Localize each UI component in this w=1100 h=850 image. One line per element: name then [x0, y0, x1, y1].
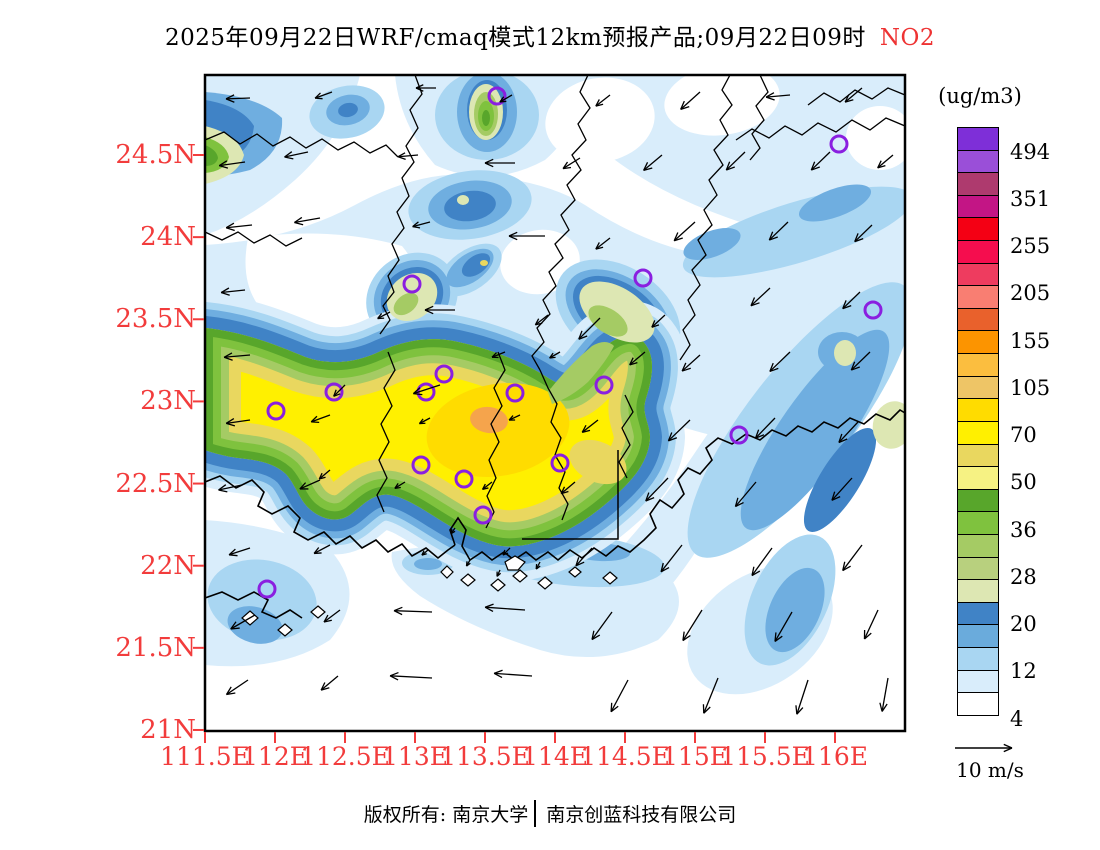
- map-frame-and-ticks: [193, 73, 1013, 753]
- footer-divider: [534, 800, 537, 827]
- title-text: 2025年09月22日WRF/cmaq模式12km预报产品;09月22日09时: [164, 25, 866, 51]
- legend-color-box: [957, 533, 999, 558]
- contour-field: [205, 75, 905, 731]
- legend-color-box: [957, 330, 999, 355]
- legend-color-box: [957, 466, 999, 490]
- lon-label-114E: 114E: [522, 742, 588, 771]
- legend-color-box: [957, 217, 999, 242]
- lon-label-112E: 112E: [242, 742, 308, 771]
- station-marker: [633, 268, 653, 288]
- lon-label-111.5E: 111.5E: [160, 742, 250, 771]
- lon-label-115.5E: 115.5E: [720, 742, 810, 771]
- legend-unit-label: (ug/m3): [938, 84, 1022, 108]
- station-marker: [402, 274, 422, 294]
- legend-tick-494: 494: [1010, 139, 1051, 164]
- station-marker: [473, 505, 493, 525]
- legend-tick-50: 50: [1010, 470, 1037, 495]
- lat-label-21.5N: 21.5N: [115, 632, 196, 663]
- lon-label-114.5E: 114.5E: [580, 742, 670, 771]
- station-marker: [324, 382, 344, 402]
- lon-label-113.5E: 113.5E: [440, 742, 530, 771]
- station-marker: [266, 401, 286, 421]
- legend-color-box: [957, 647, 999, 671]
- legend-tick-36: 36: [1010, 517, 1037, 542]
- legend-tick-28: 28: [1010, 564, 1037, 589]
- legend-tick-351: 351: [1010, 186, 1051, 211]
- legend-color-box: [957, 375, 999, 400]
- legend-color-box: [957, 511, 999, 535]
- footer-copyright: 版权所有: 南京大学 南京创蓝科技有限公司: [0, 800, 1100, 827]
- legend-color-box: [957, 307, 999, 332]
- legend-color-box: [957, 692, 999, 716]
- legend-color-box: [957, 443, 999, 468]
- footer-right: 南京创蓝科技有限公司: [546, 804, 737, 826]
- legend-tick-105: 105: [1010, 375, 1051, 400]
- legend-color-box: [957, 579, 999, 603]
- footer-left: 版权所有: 南京大学: [363, 804, 529, 826]
- title-pollutant: NO2: [879, 25, 936, 51]
- legend-color-box: [957, 556, 999, 581]
- lon-label-113E: 113E: [382, 742, 448, 771]
- legend-color-box: [957, 240, 999, 264]
- legend-color-box: [957, 398, 999, 422]
- wind-reference-label: 10 m/s: [956, 758, 1024, 782]
- lon-label-112.5E: 112.5E: [300, 742, 390, 771]
- lat-label-23.5N: 23.5N: [115, 304, 196, 335]
- station-marker: [505, 383, 525, 403]
- station-marker: [487, 86, 507, 106]
- lat-label-24.5N: 24.5N: [115, 140, 196, 170]
- legend-tick-4: 4: [1010, 706, 1024, 731]
- legend-color-box: [957, 624, 999, 649]
- station-marker: [729, 425, 749, 445]
- lat-label-23N: 23N: [140, 386, 196, 417]
- legend-color-box: [957, 601, 999, 626]
- page-title: 2025年09月22日WRF/cmaq模式12km预报产品;09月22日09时 N…: [0, 18, 1100, 52]
- legend-color-box: [957, 488, 999, 513]
- lat-label-22.5N: 22.5N: [115, 468, 196, 499]
- colorbar-legend: [957, 127, 999, 716]
- station-marker: [434, 364, 454, 384]
- legend-color-box: [957, 262, 999, 287]
- legend-tick-155: 155: [1010, 328, 1051, 353]
- legend-color-box: [957, 194, 999, 219]
- lon-label-115E: 115E: [662, 742, 728, 771]
- lon-label-116E: 116E: [802, 742, 868, 771]
- legend-color-box: [957, 127, 999, 151]
- legend-color-box: [957, 285, 999, 309]
- legend-color-box: [957, 669, 999, 694]
- station-marker: [550, 453, 570, 473]
- station-marker: [829, 134, 849, 154]
- legend-tick-20: 20: [1010, 612, 1037, 637]
- station-marker: [411, 455, 431, 475]
- station-marker: [594, 375, 614, 395]
- station-marker: [863, 300, 883, 320]
- legend-color-box: [957, 172, 999, 196]
- lat-label-21N: 21N: [140, 714, 196, 745]
- legend-tick-70: 70: [1010, 423, 1037, 448]
- station-marker: [454, 469, 474, 489]
- lat-label-22N: 22N: [140, 550, 196, 581]
- lat-label-24N: 24N: [140, 222, 196, 253]
- legend-tick-12: 12: [1010, 659, 1037, 684]
- legend-color-box: [957, 353, 999, 377]
- legend-color-box: [957, 420, 999, 445]
- legend-tick-205: 205: [1010, 281, 1051, 306]
- legend-color-box: [957, 149, 999, 174]
- station-marker: [257, 579, 277, 599]
- legend-tick-255: 255: [1010, 234, 1051, 259]
